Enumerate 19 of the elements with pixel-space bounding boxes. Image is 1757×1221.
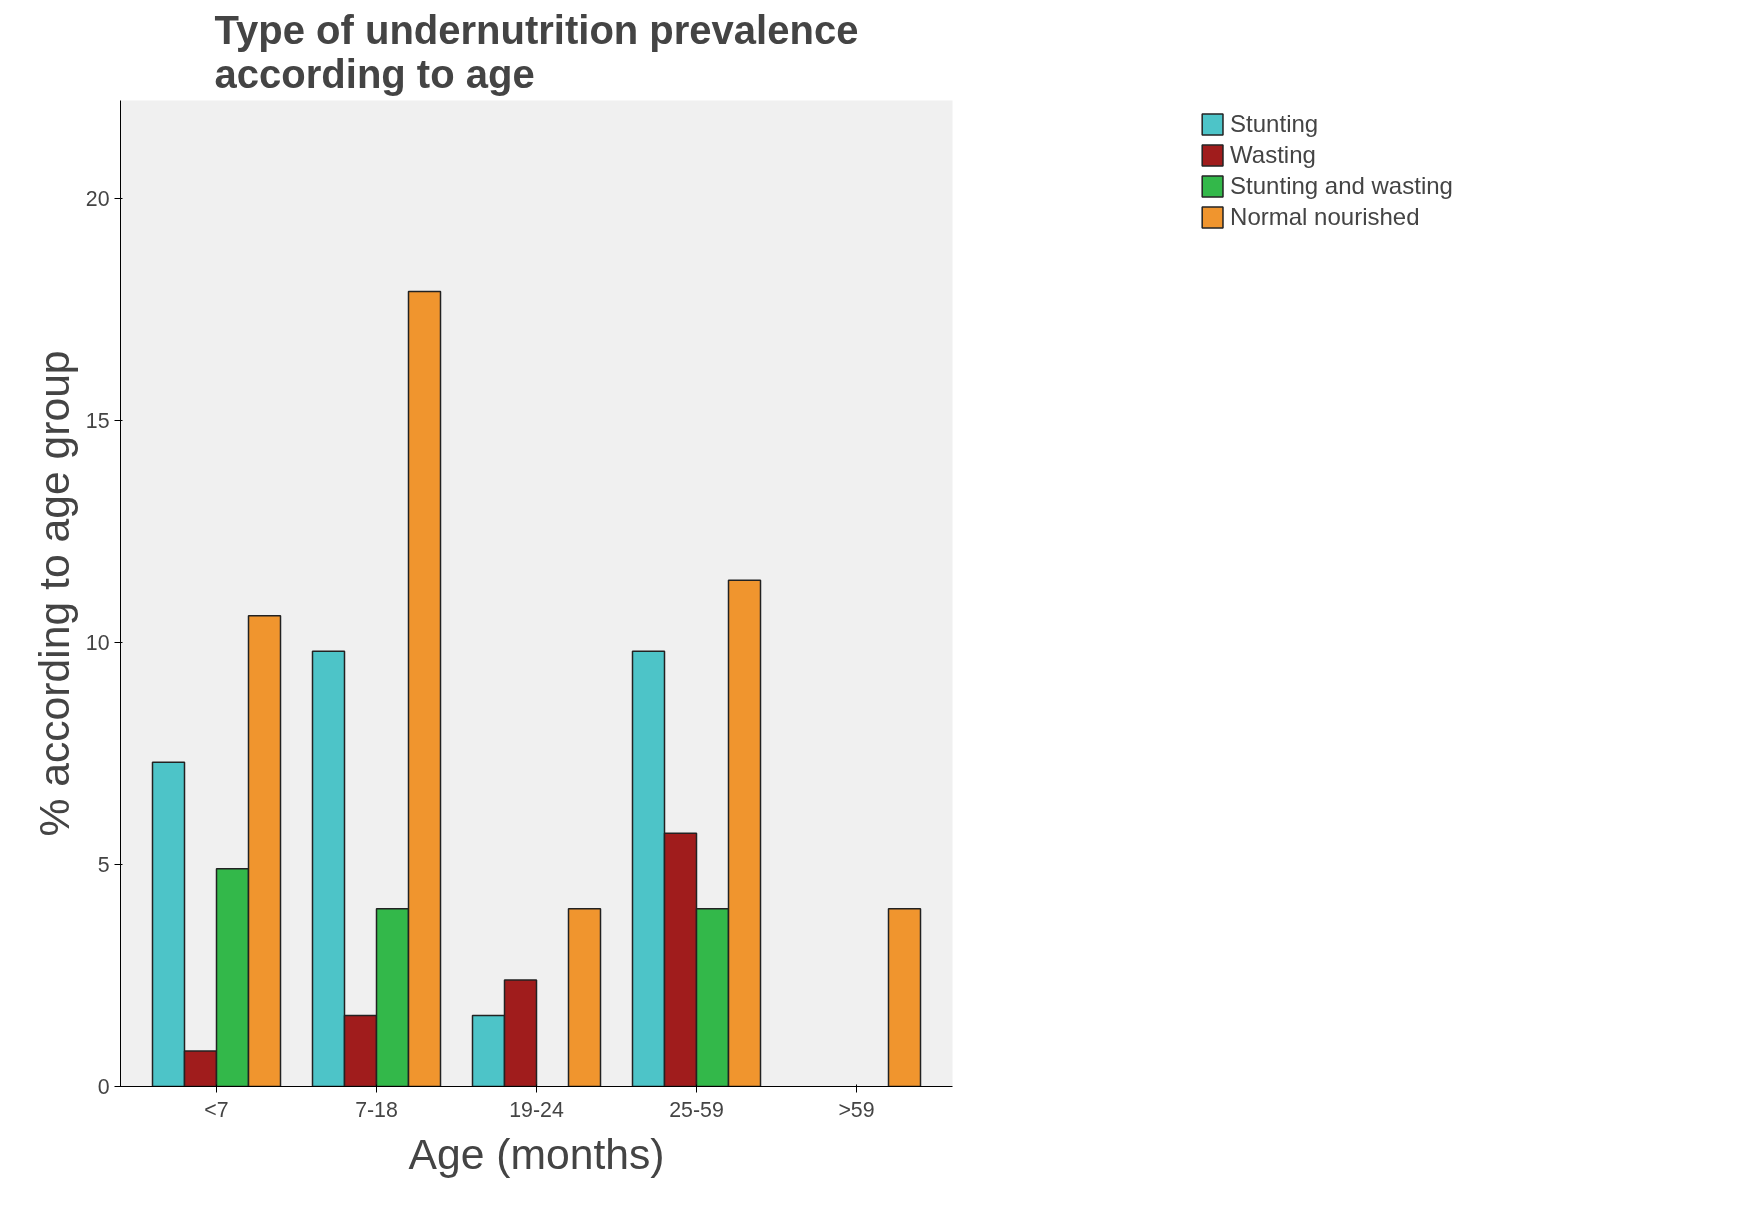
y-tick-label: 0 bbox=[97, 1075, 110, 1099]
legend-label: Stunting bbox=[1230, 110, 1319, 138]
x-tick-label: >59 bbox=[838, 1097, 875, 1122]
legend-label: Normal nourished bbox=[1230, 203, 1420, 231]
legend-label: Stunting and wasting bbox=[1230, 172, 1453, 200]
y-tick-label: 5 bbox=[97, 852, 110, 877]
bar bbox=[567, 908, 602, 1087]
x-tick-label: 19-24 bbox=[509, 1097, 564, 1122]
x-axis-title: Age (months) bbox=[408, 1129, 665, 1178]
legend-label: Wasting bbox=[1230, 141, 1316, 169]
y-axis-title: % according to age group bbox=[29, 350, 78, 837]
y-tick-label: 10 bbox=[85, 630, 110, 655]
y-tick-label: 15 bbox=[85, 408, 110, 433]
bar bbox=[887, 908, 922, 1087]
x-tick-label: 25-59 bbox=[669, 1097, 724, 1122]
y-tick-label: 20 bbox=[85, 186, 110, 211]
x-tick-label: 7-18 bbox=[355, 1097, 398, 1122]
chart-title: Type of undernutrition prevalence according to age bbox=[214, 7, 859, 96]
x-tick-label: <7 bbox=[204, 1097, 229, 1122]
